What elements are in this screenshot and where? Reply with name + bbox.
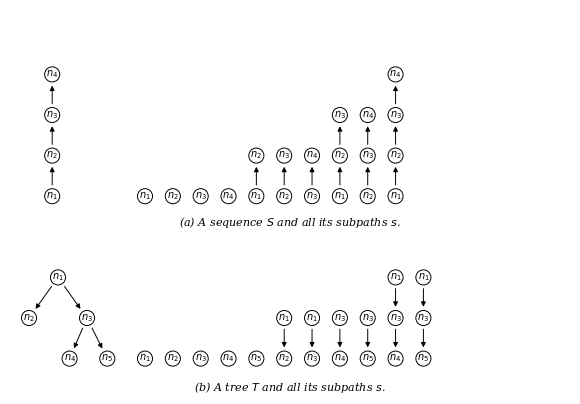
Circle shape bbox=[304, 189, 320, 204]
Circle shape bbox=[249, 148, 264, 163]
Text: (a) A sequence $S$ and all its subpaths $s$.: (a) A sequence $S$ and all its subpaths … bbox=[179, 215, 401, 230]
Text: $n_4$: $n_4$ bbox=[46, 69, 58, 80]
Circle shape bbox=[137, 351, 153, 366]
Circle shape bbox=[388, 351, 403, 366]
Text: $n_2$: $n_2$ bbox=[167, 353, 179, 364]
Circle shape bbox=[277, 310, 292, 326]
Text: $n_4$: $n_4$ bbox=[223, 190, 234, 202]
Circle shape bbox=[165, 189, 180, 204]
Circle shape bbox=[62, 351, 77, 366]
Circle shape bbox=[360, 148, 375, 163]
Text: $n_3$: $n_3$ bbox=[362, 150, 374, 162]
Text: $n_3$: $n_3$ bbox=[334, 109, 346, 121]
Text: $n_5$: $n_5$ bbox=[251, 353, 262, 364]
Circle shape bbox=[416, 351, 431, 366]
Circle shape bbox=[304, 148, 320, 163]
Text: $n_5$: $n_5$ bbox=[362, 353, 374, 364]
Circle shape bbox=[249, 189, 264, 204]
Circle shape bbox=[249, 351, 264, 366]
Circle shape bbox=[221, 189, 236, 204]
Text: $n_1$: $n_1$ bbox=[139, 190, 151, 202]
Circle shape bbox=[332, 148, 347, 163]
Text: $n_3$: $n_3$ bbox=[81, 312, 93, 324]
Circle shape bbox=[45, 148, 60, 163]
Circle shape bbox=[277, 351, 292, 366]
Circle shape bbox=[277, 148, 292, 163]
Circle shape bbox=[388, 107, 403, 122]
Circle shape bbox=[360, 310, 375, 326]
Text: (b) A tree $T$ and all its subpaths $s$.: (b) A tree $T$ and all its subpaths $s$. bbox=[194, 380, 386, 395]
Text: $n_2$: $n_2$ bbox=[46, 150, 58, 162]
Text: $n_5$: $n_5$ bbox=[418, 353, 429, 364]
Circle shape bbox=[221, 351, 236, 366]
Circle shape bbox=[388, 148, 403, 163]
Text: $n_4$: $n_4$ bbox=[64, 353, 75, 364]
Text: $n_2$: $n_2$ bbox=[362, 190, 374, 202]
Text: $n_4$: $n_4$ bbox=[390, 353, 401, 364]
Circle shape bbox=[100, 351, 115, 366]
Text: $n_1$: $n_1$ bbox=[251, 190, 262, 202]
Text: $n_3$: $n_3$ bbox=[195, 353, 206, 364]
Circle shape bbox=[45, 107, 60, 122]
Circle shape bbox=[388, 270, 403, 285]
Circle shape bbox=[416, 270, 431, 285]
Circle shape bbox=[332, 310, 347, 326]
Circle shape bbox=[277, 189, 292, 204]
Text: $n_3$: $n_3$ bbox=[306, 190, 318, 202]
Text: $n_4$: $n_4$ bbox=[306, 150, 318, 162]
Circle shape bbox=[304, 351, 320, 366]
Text: $n_2$: $n_2$ bbox=[251, 150, 262, 162]
Circle shape bbox=[21, 310, 37, 326]
Text: $n_3$: $n_3$ bbox=[278, 150, 290, 162]
Text: $n_2$: $n_2$ bbox=[167, 190, 179, 202]
Circle shape bbox=[416, 310, 431, 326]
Text: $n_5$: $n_5$ bbox=[102, 353, 113, 364]
Text: $n_4$: $n_4$ bbox=[334, 353, 346, 364]
Text: $n_2$: $n_2$ bbox=[390, 150, 401, 162]
Text: $n_3$: $n_3$ bbox=[362, 312, 374, 324]
Text: $n_3$: $n_3$ bbox=[390, 312, 401, 324]
Circle shape bbox=[388, 310, 403, 326]
Circle shape bbox=[388, 67, 403, 82]
Text: $n_1$: $n_1$ bbox=[390, 271, 401, 283]
Text: $n_1$: $n_1$ bbox=[418, 271, 429, 283]
Text: $n_2$: $n_2$ bbox=[23, 312, 35, 324]
Text: $n_1$: $n_1$ bbox=[306, 312, 318, 324]
Text: $n_4$: $n_4$ bbox=[362, 109, 374, 121]
Circle shape bbox=[360, 351, 375, 366]
Text: $n_1$: $n_1$ bbox=[139, 353, 151, 364]
Text: $n_1$: $n_1$ bbox=[278, 312, 290, 324]
Circle shape bbox=[193, 189, 208, 204]
Text: $n_2$: $n_2$ bbox=[278, 353, 290, 364]
Text: $n_2$: $n_2$ bbox=[278, 190, 290, 202]
Text: $n_3$: $n_3$ bbox=[418, 312, 429, 324]
Text: $n_1$: $n_1$ bbox=[390, 190, 401, 202]
Circle shape bbox=[50, 270, 66, 285]
Text: $n_2$: $n_2$ bbox=[334, 150, 346, 162]
Circle shape bbox=[45, 189, 60, 204]
Text: $n_3$: $n_3$ bbox=[46, 109, 58, 121]
Text: $n_3$: $n_3$ bbox=[334, 312, 346, 324]
Circle shape bbox=[332, 351, 347, 366]
Circle shape bbox=[137, 189, 153, 204]
Circle shape bbox=[360, 107, 375, 122]
Circle shape bbox=[165, 351, 180, 366]
Circle shape bbox=[360, 189, 375, 204]
Text: $n_4$: $n_4$ bbox=[390, 69, 401, 80]
Text: $n_1$: $n_1$ bbox=[46, 190, 58, 202]
Text: $n_1$: $n_1$ bbox=[52, 271, 64, 283]
Text: $n_4$: $n_4$ bbox=[223, 353, 234, 364]
Circle shape bbox=[45, 67, 60, 82]
Circle shape bbox=[332, 189, 347, 204]
Text: $n_3$: $n_3$ bbox=[306, 353, 318, 364]
Text: $n_3$: $n_3$ bbox=[390, 109, 401, 121]
Circle shape bbox=[388, 189, 403, 204]
Circle shape bbox=[304, 310, 320, 326]
Text: $n_1$: $n_1$ bbox=[334, 190, 346, 202]
Circle shape bbox=[79, 310, 95, 326]
Text: $n_3$: $n_3$ bbox=[195, 190, 206, 202]
Circle shape bbox=[193, 351, 208, 366]
Circle shape bbox=[332, 107, 347, 122]
